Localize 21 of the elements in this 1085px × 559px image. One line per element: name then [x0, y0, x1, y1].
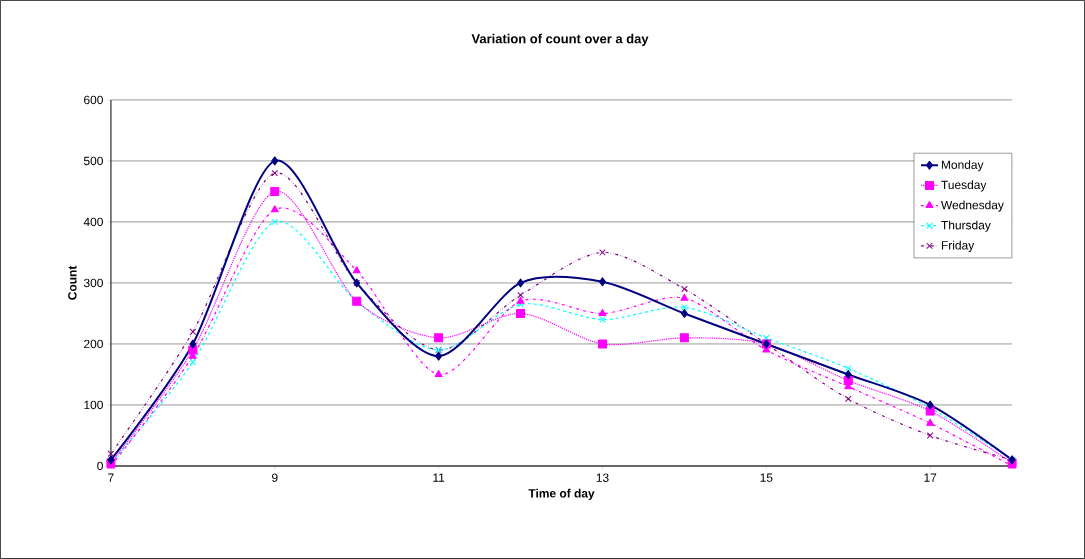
x-tick-label: 13 [596, 473, 609, 482]
y-tick-label: 600 [84, 95, 103, 105]
chart-title: Variation of count over a day [471, 33, 649, 46]
legend-label: Tuesday [941, 180, 987, 192]
x-tick-label: 7 [108, 473, 114, 482]
x-axis-title: Time of day [528, 488, 595, 500]
y-tick-label: 200 [84, 339, 103, 349]
y-tick-label: 300 [83, 278, 103, 288]
x-tick-label: 9 [272, 473, 278, 482]
x-tick-label: 17 [924, 473, 937, 482]
y-axis-title: Count [68, 265, 77, 300]
y-tick-label: 100 [84, 400, 103, 410]
y-tick-label: 0 [97, 461, 103, 471]
x-tick-label: 11 [433, 473, 445, 482]
y-tick-label: 400 [83, 217, 103, 227]
y-tick-label: 500 [83, 156, 103, 166]
legend-label: Monday [941, 160, 984, 172]
legend-label: Wednesday [941, 200, 1004, 212]
legend-label: Friday [941, 240, 975, 252]
x-tick-label: 15 [760, 473, 773, 482]
legend-label: Thursday [941, 220, 991, 232]
